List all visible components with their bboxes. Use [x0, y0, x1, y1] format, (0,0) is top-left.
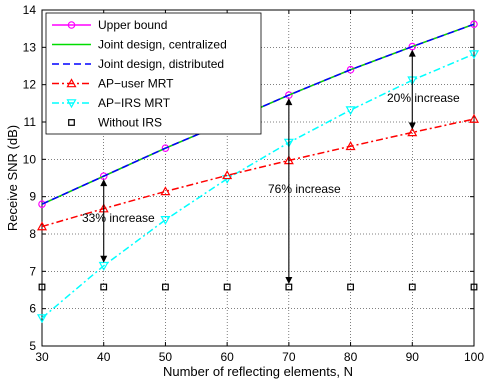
series-4-point [345, 106, 356, 116]
legend-label-1: Joint design, centralized [98, 38, 227, 52]
y-tick-label: 13 [23, 40, 37, 54]
series-3-point [468, 113, 480, 123]
series-0-point [161, 144, 170, 152]
series-5-point [347, 283, 354, 291]
legend-label-3: AP−user MRT [98, 77, 174, 91]
legend-label-4: AP−IRS MRT [98, 96, 171, 110]
series-5-point [38, 283, 46, 291]
series-0-point [346, 65, 355, 74]
legend-marker-5 [68, 119, 75, 126]
annotation-arrowhead [285, 277, 293, 285]
x-axis-label: Number of reflecting elements, N [163, 364, 353, 379]
x-tick-label: 70 [282, 350, 296, 364]
y-tick-label: 12 [23, 78, 37, 92]
series-5-point [408, 283, 416, 291]
x-tick-label: 30 [35, 350, 49, 364]
series-4-point [468, 50, 480, 60]
y-tick-label: 11 [24, 115, 37, 129]
x-tick-label: 60 [220, 350, 234, 364]
legend-label-5: Without IRS [98, 116, 162, 130]
y-tick-label: 6 [29, 302, 36, 316]
y-tick-label: 5 [29, 339, 36, 353]
annotation-arrowhead [100, 179, 108, 187]
legend-label-2: Joint design, distributed [98, 57, 224, 71]
series-5-point [100, 283, 108, 291]
axes-layer: 30 40 50 60 70 80 90 100 5 6 7 8 9 10 11 12 13 14 [23, 3, 484, 364]
series-3-point [222, 170, 233, 180]
x-tick-label: 100 [464, 350, 484, 364]
series-5-point [162, 283, 169, 291]
y-tick-label: 14 [23, 3, 37, 17]
annotation-layer: 33% increase 76% increase 20% increase [82, 49, 460, 285]
legend-label-0: Upper bound [98, 18, 167, 32]
series-4-line [41, 53, 475, 319]
series-4-point [160, 216, 171, 226]
annotation-label: 20% increase [387, 91, 460, 105]
series-3-point [160, 186, 171, 196]
y-tick-label: 10 [23, 152, 37, 166]
series-3-point [345, 141, 356, 151]
x-tick-label: 90 [406, 350, 420, 364]
annotation-arrowhead [285, 98, 293, 106]
plot-frame [41, 9, 475, 347]
legend-box [45, 12, 262, 135]
legend-marker-0 [67, 21, 76, 29]
y-axis-label: Receive SNR (dB) [5, 125, 20, 231]
x-tick-label: 40 [97, 350, 111, 364]
legend-marker-3 [66, 78, 77, 88]
series-0-point [38, 200, 46, 208]
series-3-point [407, 127, 418, 137]
annotation-label: 76% increase [268, 182, 341, 196]
x-tick-label: 50 [159, 350, 173, 364]
series-5-point [223, 283, 231, 291]
y-tick-label: 9 [29, 190, 36, 204]
series-3-point [36, 221, 48, 231]
y-tick-label: 7 [29, 264, 36, 278]
annotation-arrowhead [408, 122, 416, 130]
annotation-arrowhead [100, 255, 108, 263]
series-5-point [285, 283, 293, 291]
annotation-label: 33% increase [82, 211, 155, 225]
series-0-point [470, 20, 478, 28]
legend-marker-4 [66, 99, 77, 109]
x-tick-label: 80 [344, 350, 358, 364]
series-5-point [470, 283, 478, 291]
series-4-point [36, 314, 48, 324]
y-tick-label: 8 [29, 227, 36, 241]
annotation-arrowhead [408, 49, 416, 57]
series-layer [36, 20, 480, 324]
legend: Upper bound Joint design, centralized Join… [45, 12, 262, 135]
series-3-line [41, 118, 475, 228]
